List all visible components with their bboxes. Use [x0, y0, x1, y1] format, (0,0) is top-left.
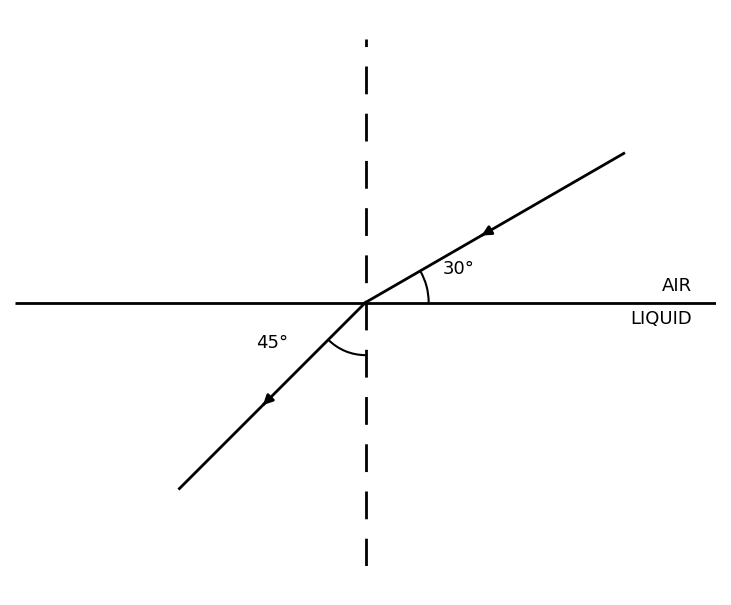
Text: AIR: AIR	[662, 276, 692, 295]
Text: 45°: 45°	[256, 334, 288, 352]
Text: 30°: 30°	[443, 260, 474, 278]
Text: LIQUID: LIQUID	[630, 310, 692, 329]
